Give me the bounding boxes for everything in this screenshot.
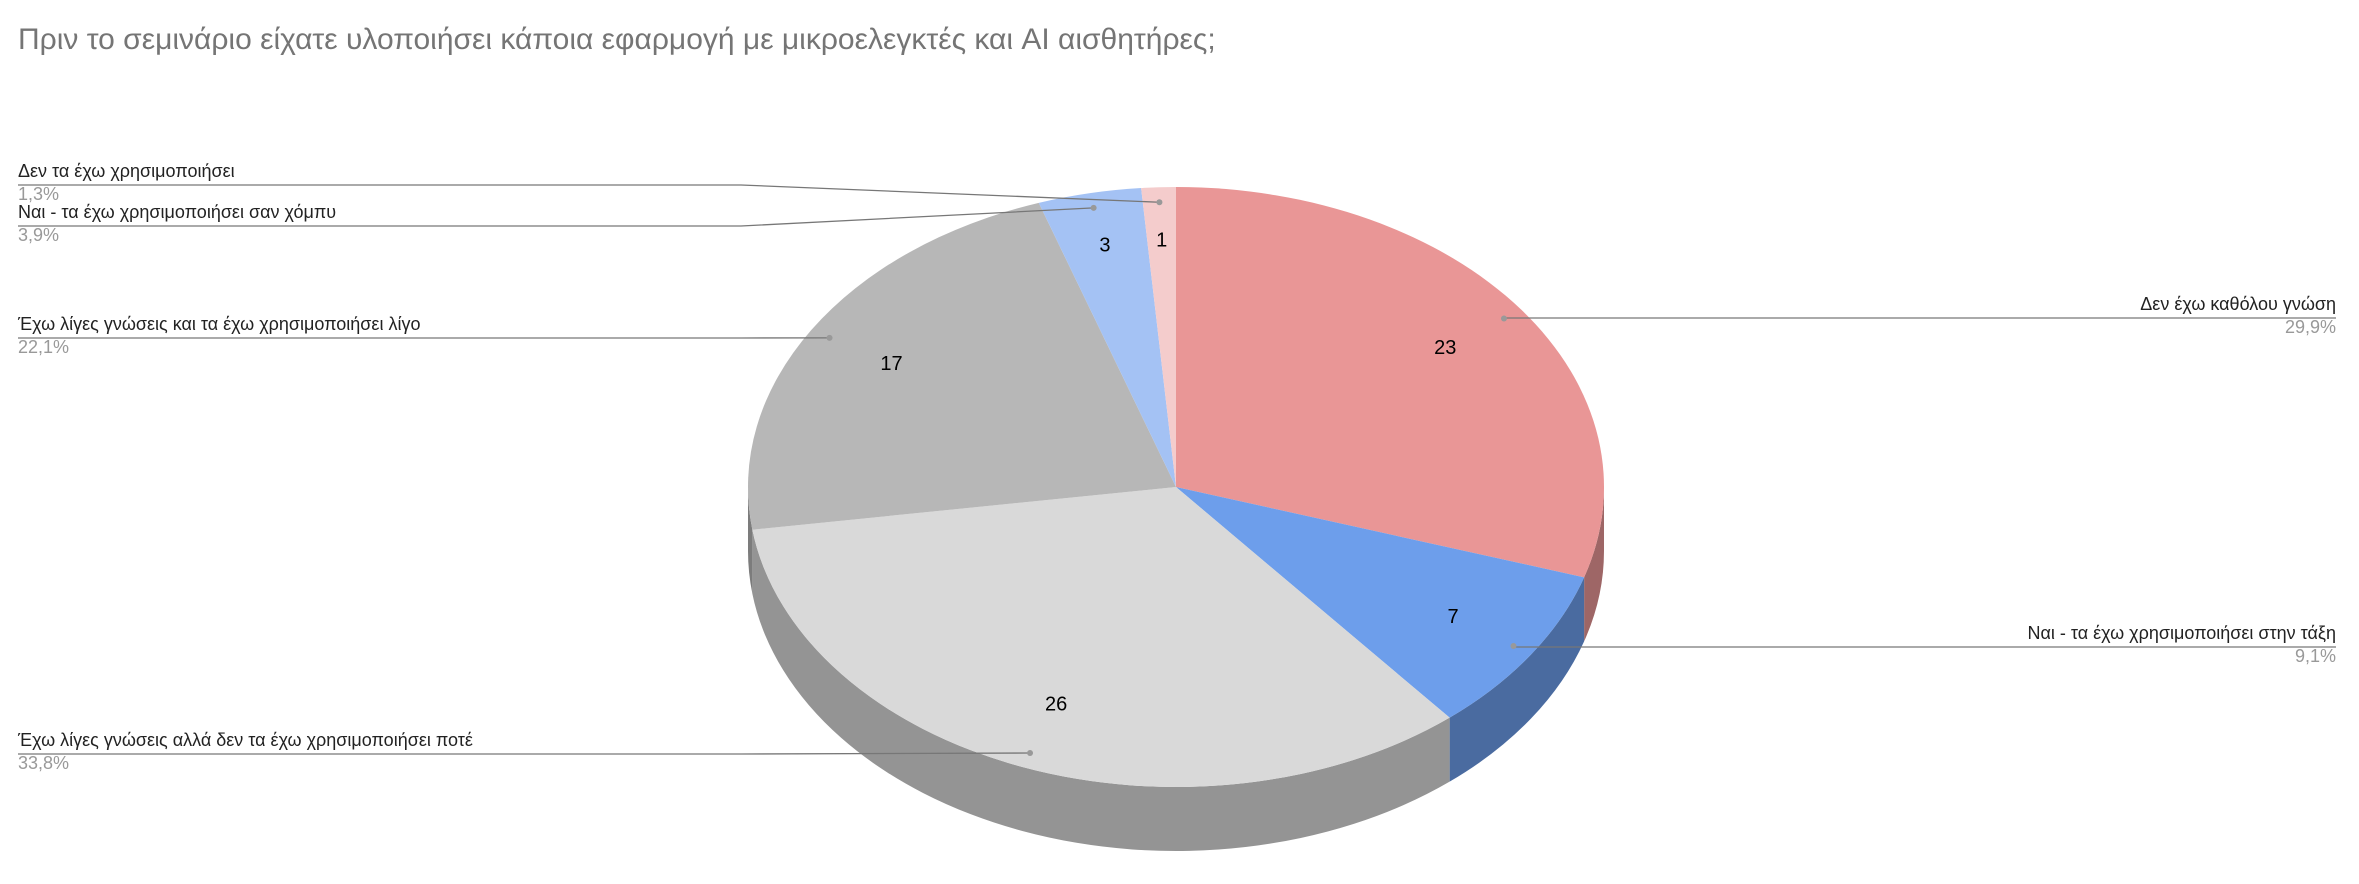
percent-label: 33,8% <box>18 753 69 773</box>
percent-label: 9,1% <box>2295 646 2336 666</box>
leader-line <box>1503 317 2336 319</box>
leader-dot <box>1027 750 1034 757</box>
slice-value: 26 <box>1045 694 1067 716</box>
legend-label: Έχω λίγες γνώσεις αλλά δεν τα έχω χρησιμ… <box>17 730 473 750</box>
slice-side <box>1449 577 1585 782</box>
slice <box>1141 187 1176 487</box>
legend-label: Δεν τα έχω χρησιμοποιήσει <box>18 161 235 181</box>
leader-line <box>18 184 1160 203</box>
slice-side <box>752 529 1450 852</box>
leader-line <box>18 207 1094 227</box>
leader-dot <box>1090 204 1097 211</box>
legend-label: Ναι - τα έχω χρησιμοποιήσει στην τάξη <box>2027 623 2336 643</box>
leader-dot <box>1500 315 1507 322</box>
chart-title: Πριν το σεμινάριο είχατε υλοποιήσει κάπο… <box>18 23 1216 56</box>
leader-line <box>18 752 1031 755</box>
slice <box>1176 187 1605 578</box>
slice-value: 23 <box>1434 337 1456 359</box>
slice-value: 17 <box>880 353 902 375</box>
slice <box>1038 187 1176 487</box>
slice-side <box>1584 487 1604 642</box>
percent-label: 3,9% <box>18 225 59 245</box>
slice-value: 1 <box>1156 229 1167 251</box>
leader-dot <box>826 334 833 341</box>
legend-label: Έχω λίγες γνώσεις και τα έχω χρησιμοποιή… <box>17 314 420 334</box>
slice-side <box>748 487 753 594</box>
slice <box>752 487 1450 788</box>
leader-dot <box>1156 199 1163 206</box>
leader-dot <box>1510 642 1517 649</box>
slice-value: 3 <box>1099 234 1110 256</box>
slice-value: 7 <box>1448 606 1459 628</box>
legend-label: Ναι - τα έχω χρησιμοποιήσει σαν χόμπυ <box>18 202 336 222</box>
slice <box>1176 487 1585 718</box>
percent-label: 22,1% <box>18 337 69 357</box>
percent-label: 1,3% <box>18 184 59 204</box>
leader-line <box>1512 645 2336 648</box>
slice <box>748 202 1176 530</box>
percent-label: 29,9% <box>2285 317 2336 337</box>
legend-label: Δεν έχω καθόλου γνώση <box>2140 294 2336 314</box>
